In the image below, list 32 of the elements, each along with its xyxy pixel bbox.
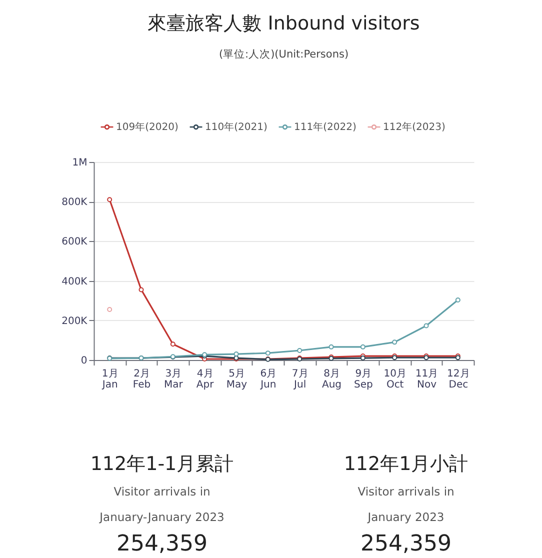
text: January 2023 (366, 510, 444, 524)
chart-subtitle: (單位:人次)(Unit:Persons) (218, 48, 349, 60)
chart-title: 來臺旅客人數 Inbound visitors (148, 12, 420, 34)
x-tick-label: 8月 Aug (322, 368, 342, 390)
x-tick-label: 12月 Dec (447, 368, 470, 390)
y-tick-label: 1M (72, 158, 88, 168)
text: Visitor arrivals in (358, 484, 454, 499)
text: 254,359 (116, 531, 208, 556)
text: January-January 2023 (98, 510, 224, 524)
text: 254,359 (360, 531, 452, 556)
legend-label: 109年(2020) (116, 121, 178, 133)
x-tick-label: 3月 Mar (164, 368, 184, 390)
x-tick-label: 9月 Sep (354, 368, 373, 390)
y-tick-label: 0 (80, 356, 88, 366)
legend-label: 111年(2022) (294, 121, 356, 133)
x-tick-label: 5月 May (226, 368, 248, 390)
y-tick-label: 400K (62, 276, 88, 288)
y-tick-label: 800K (62, 197, 88, 208)
x-tick-label: 7月 Jul (292, 368, 308, 390)
x-tick-label: 10月 Oct (384, 368, 406, 390)
legend-label: 110年(2021) (205, 121, 268, 133)
x-tick-label: 4月 Apr (196, 368, 215, 390)
x-tick-label: 11月 Nov (415, 368, 438, 390)
text: 112年1-1月累計 (90, 453, 234, 475)
x-tick-label: 6月 Jun (260, 368, 277, 390)
text: 112年1月小計 (344, 453, 468, 475)
y-tick-label: 600K (62, 236, 88, 248)
text: Visitor arrivals in (114, 484, 210, 499)
x-tick-label: 1月 Jan (101, 368, 118, 390)
x-tick-label: 2月 Feb (132, 368, 151, 390)
y-tick-label: 200K (62, 316, 88, 327)
legend-label: 112年(2023) (383, 121, 446, 133)
